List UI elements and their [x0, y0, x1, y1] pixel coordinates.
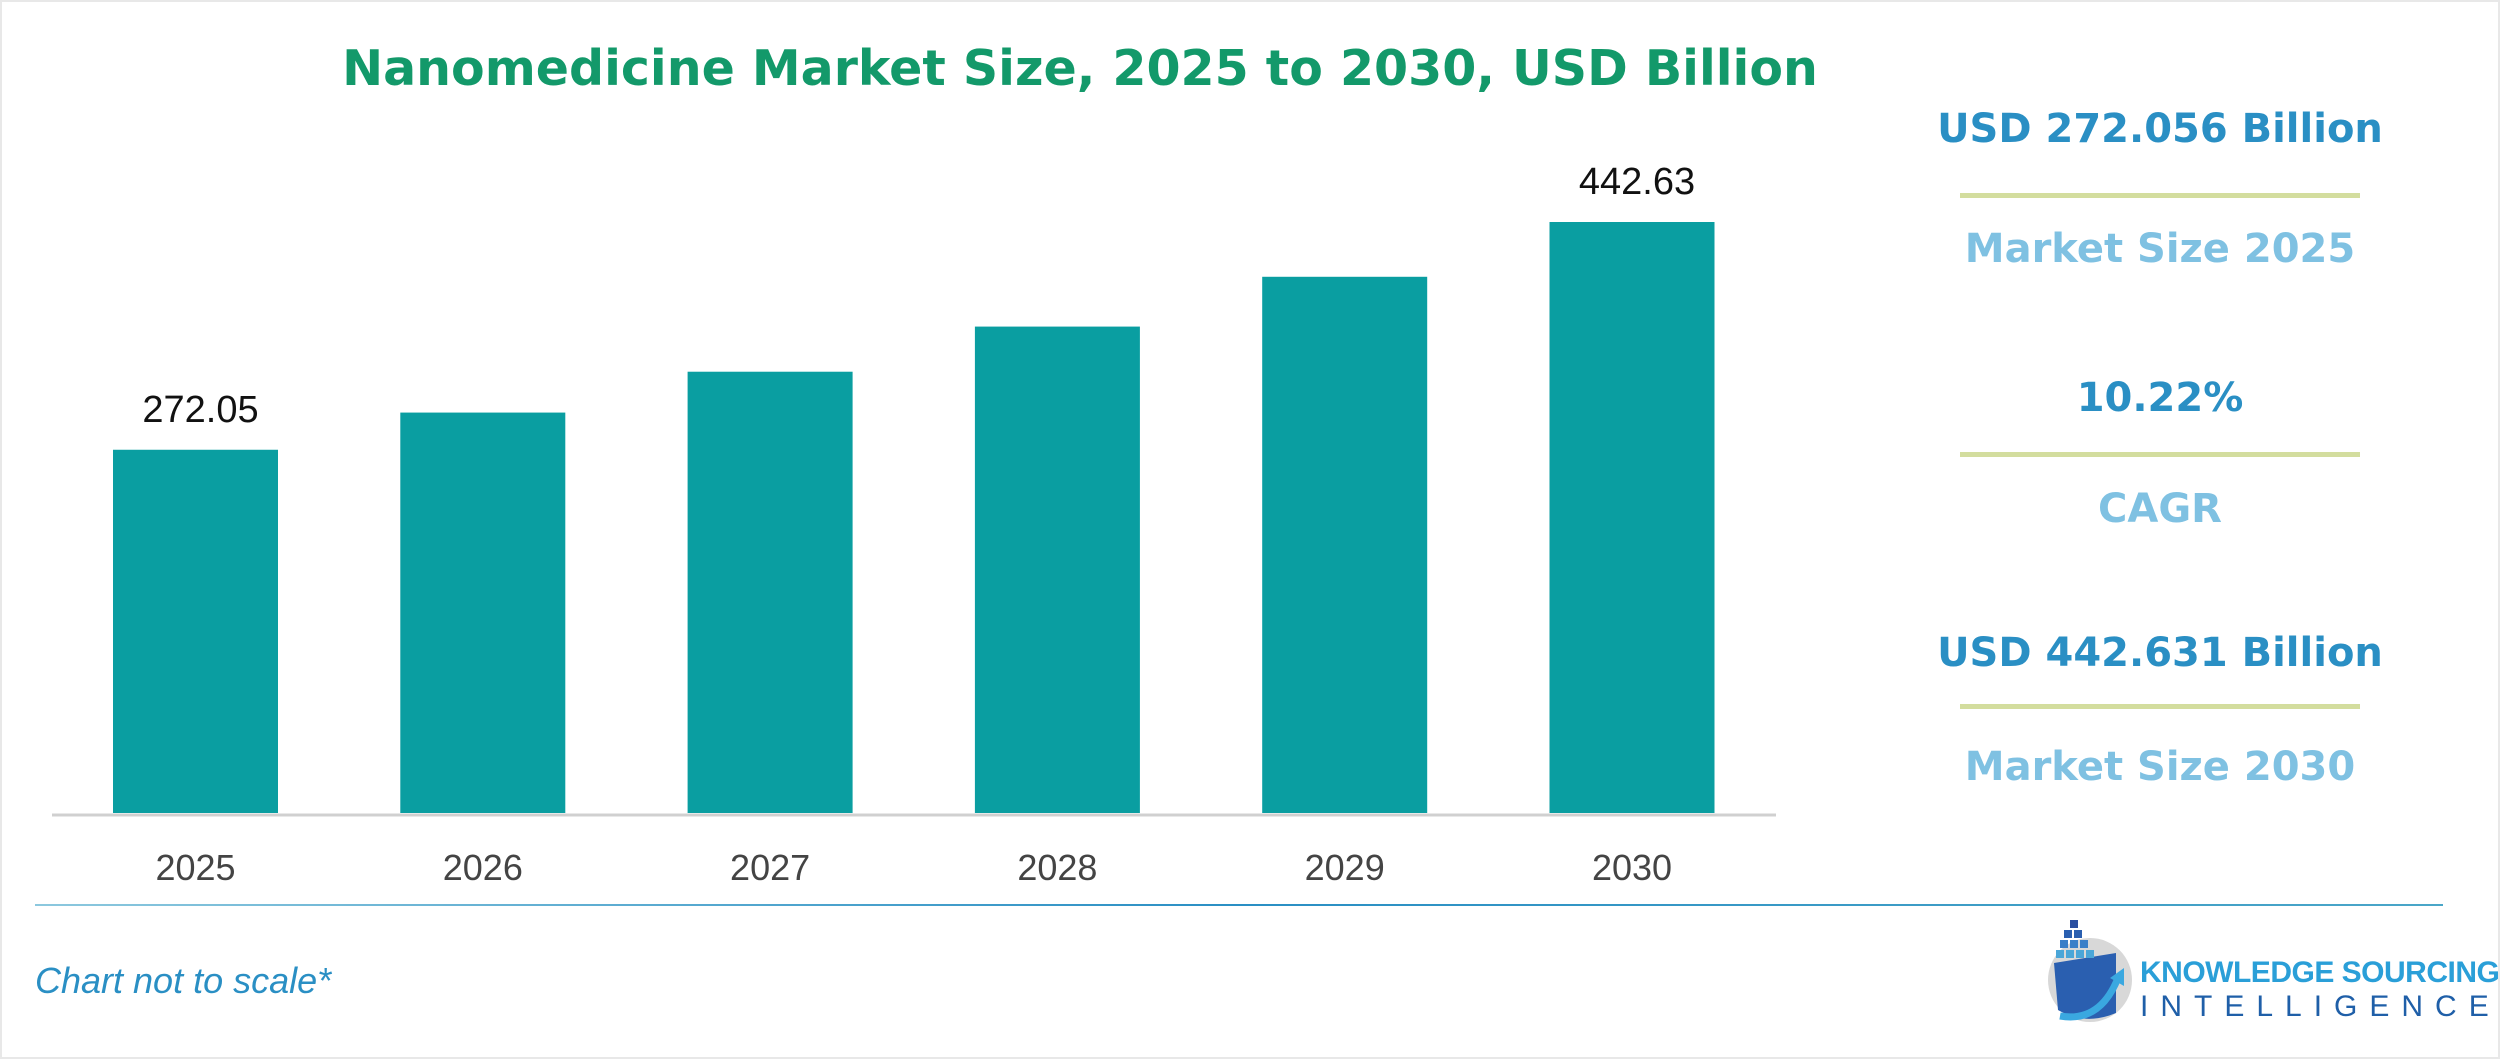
x-tick-label: 2027 [730, 847, 810, 888]
x-tick-label: 2030 [1592, 847, 1672, 888]
bar-2029 [1262, 276, 1428, 813]
x-tick-label: 2028 [1017, 847, 1097, 888]
kpi-divider [1960, 704, 2360, 709]
footer-divider [35, 904, 2443, 906]
logo-text-line2: INTELLIGENCE [2140, 990, 2500, 1023]
logo-text-line1: KNOWLEDGE SOURCING [2140, 956, 2500, 989]
logo-icon [2048, 920, 2132, 1022]
chart-title: Nanomedicine Market Size, 2025 to 2030, … [342, 40, 1818, 97]
bar-2030 [1549, 222, 1715, 813]
x-tick-label: 2026 [443, 847, 523, 888]
kpi-divider [1960, 193, 2360, 198]
kpi-cagr-label: CAGR [2098, 486, 2222, 532]
bar-2025 [113, 449, 278, 813]
kpi-market-size-2030-label: Market Size 2030 [1964, 744, 2356, 790]
bar-chart: 2025 272.05 2026 2027 2028 2029 2030 442.63 [52, 161, 1776, 888]
data-label: 442.63 [1579, 161, 1695, 203]
bar-2026 [400, 412, 566, 813]
x-tick-label: 2029 [1305, 847, 1385, 888]
footnote: Chart not to scale* [35, 960, 332, 1001]
kpi-cagr-value: 10.22% [2076, 375, 2244, 421]
kpi-market-size-2030-value: USD 442.631 Billion [1937, 630, 2383, 676]
x-tick-label: 2025 [155, 847, 235, 888]
kpi-divider [1960, 452, 2360, 457]
bar-2028 [974, 326, 1140, 813]
kpi-market-size-2025-value: USD 272.056 Billion [1937, 106, 2383, 152]
bar-2027 [687, 371, 853, 813]
data-label: 272.05 [142, 389, 258, 431]
kpi-market-size-2025-label: Market Size 2025 [1964, 226, 2356, 272]
company-logo: KNOWLEDGE SOURCING INTELLIGENCE [2040, 918, 2500, 1028]
